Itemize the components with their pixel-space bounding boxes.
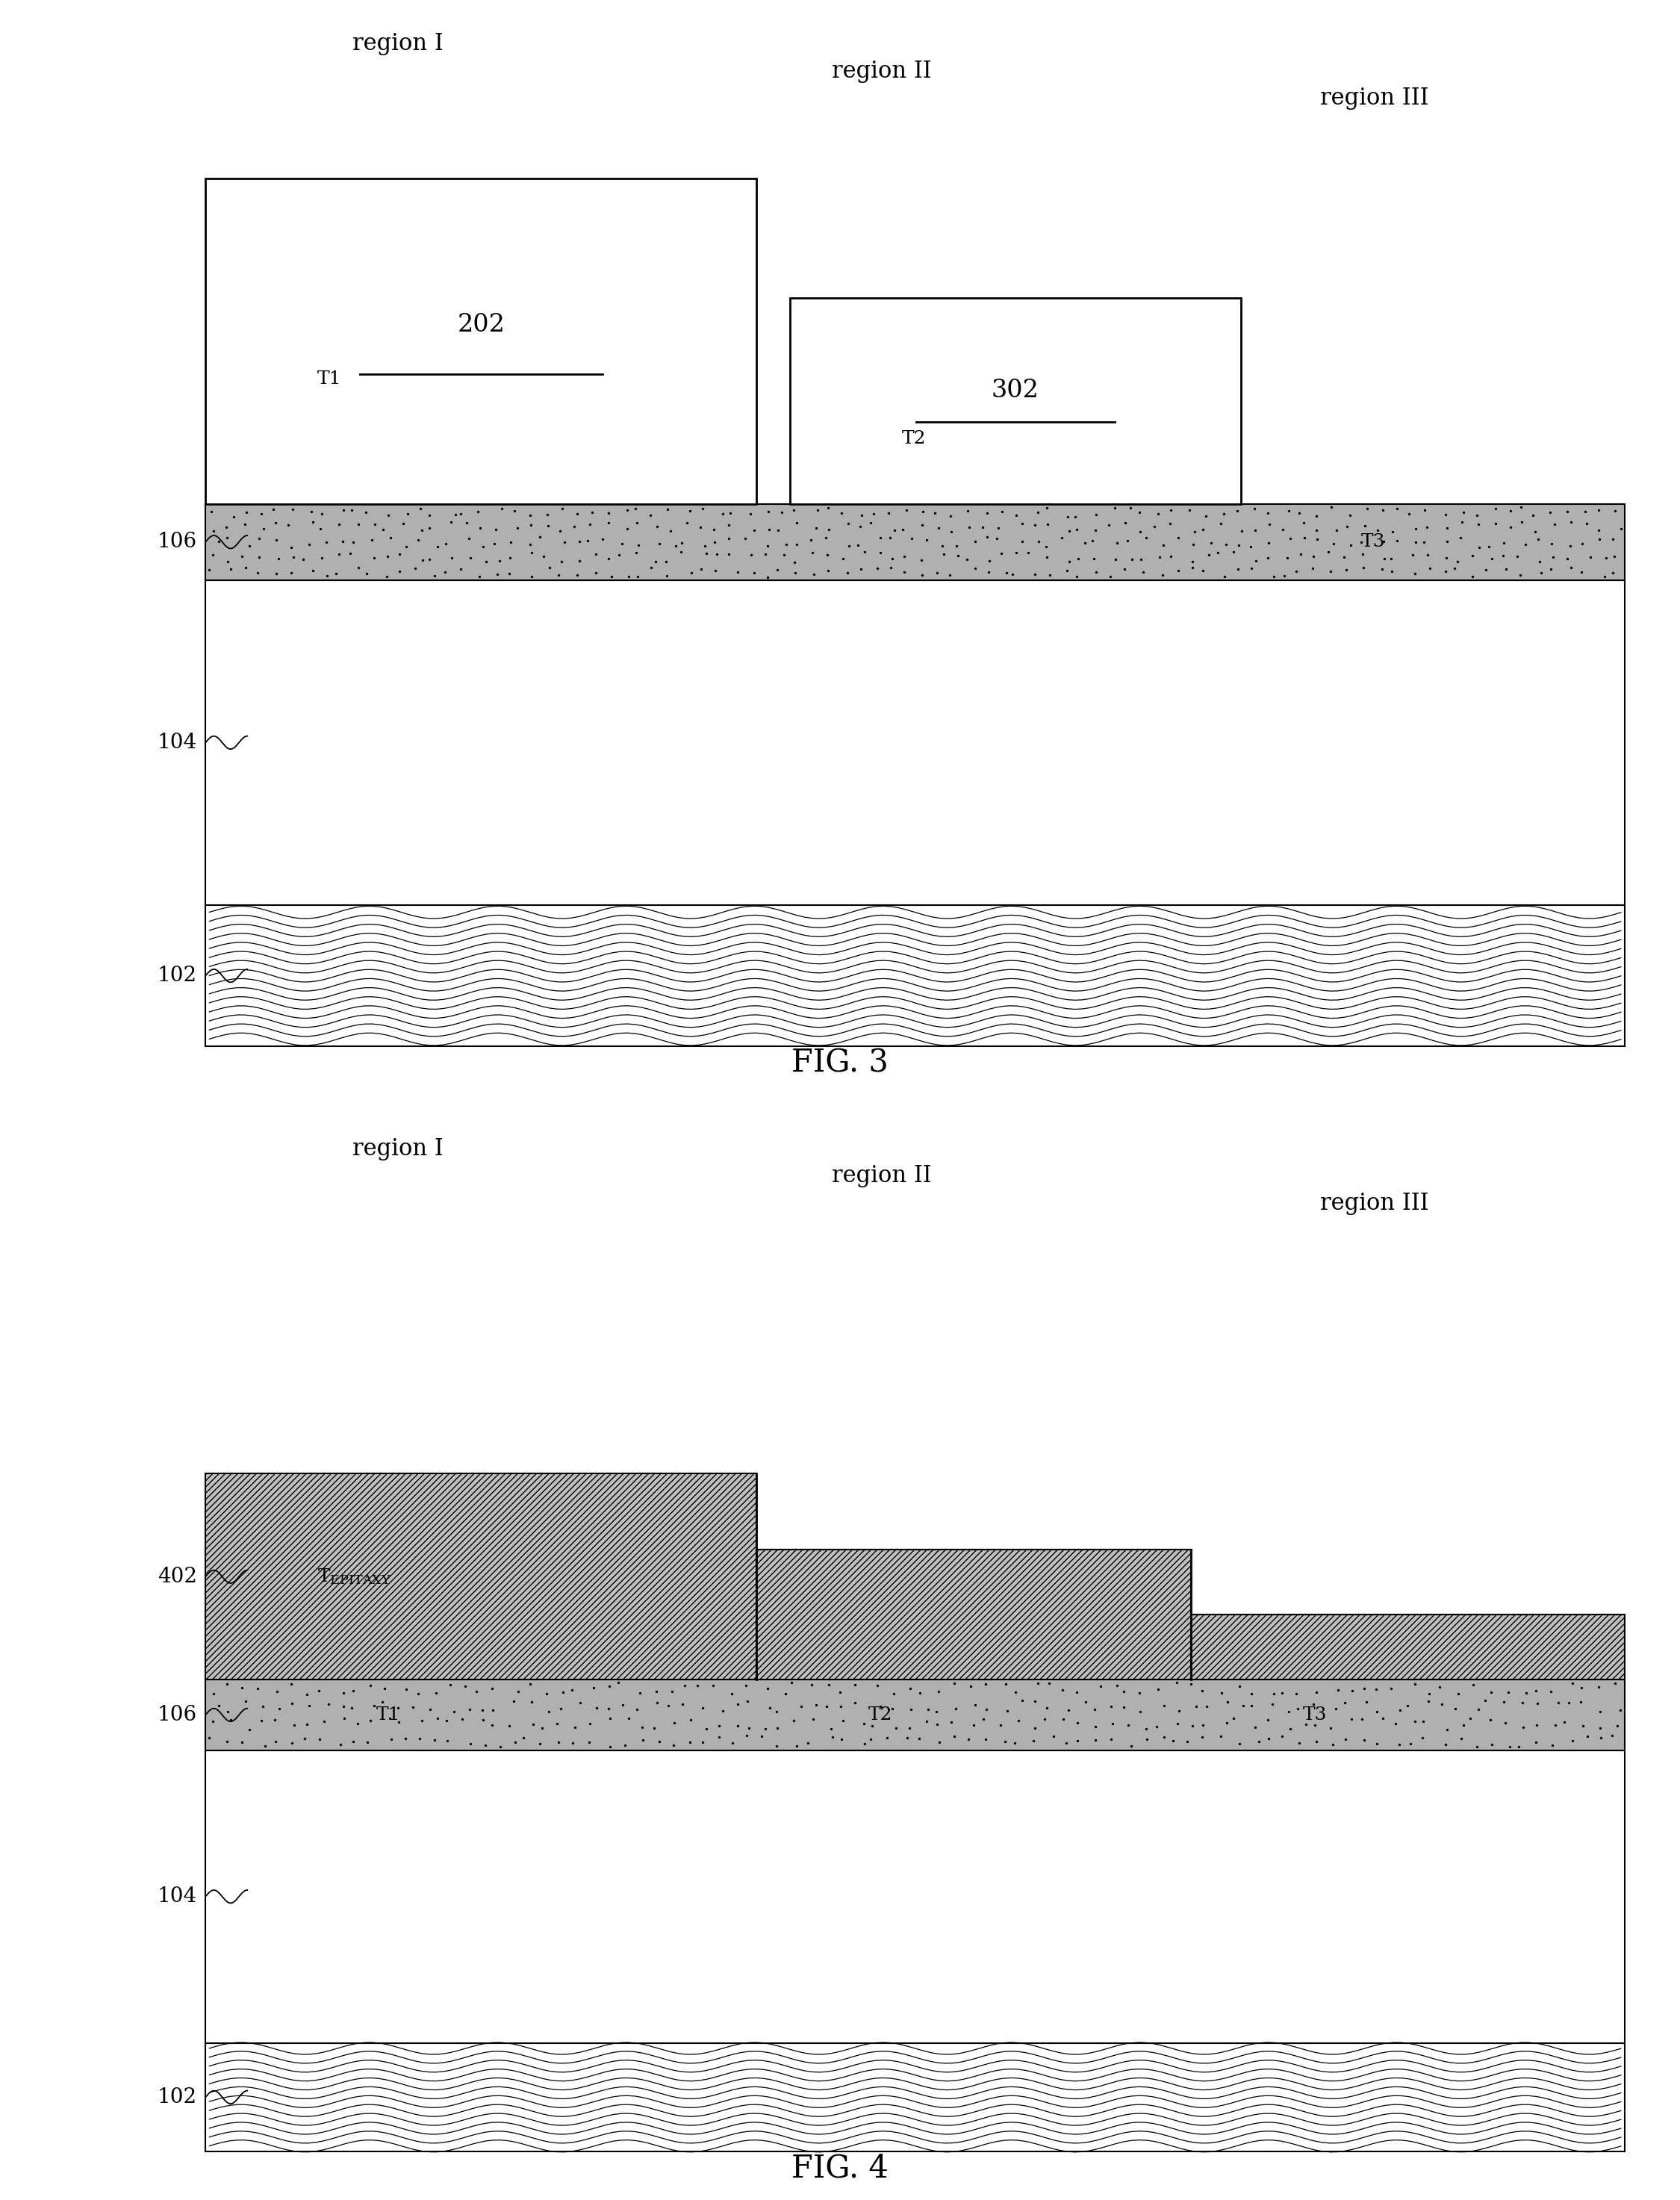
Text: 106: 106 — [158, 1705, 197, 1725]
Text: T1: T1 — [376, 1707, 400, 1723]
Text: FIG. 4: FIG. 4 — [791, 2152, 889, 2185]
Bar — [205, 2044, 1625, 2152]
Bar — [205, 178, 756, 504]
Text: 102: 102 — [158, 966, 197, 986]
Text: region III: region III — [1320, 1192, 1428, 1214]
Text: 202: 202 — [457, 312, 506, 337]
Text: region II: region II — [832, 1164, 932, 1188]
Text: T2: T2 — [869, 1707, 892, 1723]
Bar — [205, 1474, 756, 1681]
Text: T1: T1 — [318, 372, 341, 387]
Bar — [790, 297, 1242, 504]
Text: 402: 402 — [158, 1566, 197, 1586]
Text: region III: region III — [1320, 86, 1428, 110]
Bar — [205, 904, 1625, 1047]
Text: 102: 102 — [158, 2088, 197, 2108]
Bar — [205, 581, 1625, 904]
Bar — [205, 1681, 1625, 1751]
Text: T2: T2 — [902, 431, 926, 447]
Bar — [205, 1751, 1625, 2044]
Text: FIG. 3: FIG. 3 — [791, 1047, 889, 1078]
Text: T3: T3 — [1361, 532, 1386, 550]
Bar — [205, 504, 1625, 581]
Text: 104: 104 — [158, 1888, 197, 1907]
Text: 104: 104 — [158, 733, 197, 752]
Bar — [756, 1549, 1191, 1681]
Text: $\mathregular{T_{EPITAXY}}$: $\mathregular{T_{EPITAXY}}$ — [318, 1566, 391, 1586]
Text: T3: T3 — [1302, 1707, 1327, 1723]
Bar — [1191, 1615, 1625, 1681]
Text: 302: 302 — [991, 378, 1040, 403]
Text: region I: region I — [353, 1137, 444, 1162]
Text: 106: 106 — [158, 532, 197, 552]
Text: region I: region I — [353, 33, 444, 55]
Text: region II: region II — [832, 59, 932, 84]
